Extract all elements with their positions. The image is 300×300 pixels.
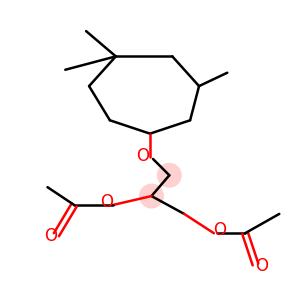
Text: O: O	[255, 257, 268, 275]
Text: O: O	[44, 227, 57, 245]
Circle shape	[139, 184, 164, 208]
Text: O: O	[213, 221, 226, 239]
Text: O: O	[136, 147, 149, 165]
Text: O: O	[100, 193, 113, 211]
Circle shape	[157, 163, 182, 188]
